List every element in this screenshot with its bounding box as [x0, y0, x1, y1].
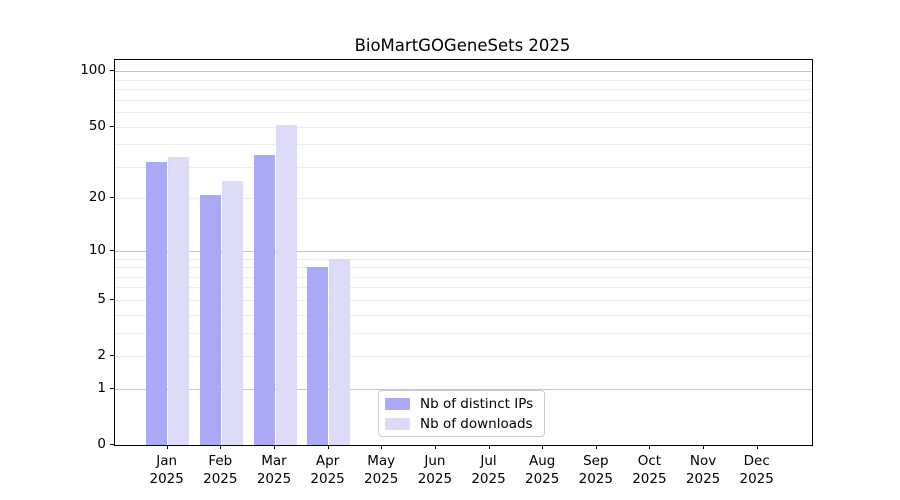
- bar-distinct-ips-apr: [307, 267, 329, 445]
- x-tick-mark: [166, 445, 168, 449]
- x-tick-label: Jan 2025: [149, 453, 184, 487]
- y-tick-label: 2: [97, 347, 106, 363]
- x-tick-mark: [595, 445, 597, 449]
- bar-downloads-jan: [168, 157, 190, 445]
- x-tick-mark: [327, 445, 329, 449]
- major-gridline: [115, 388, 812, 390]
- y-tick-label: 1: [97, 379, 106, 396]
- y-tick-mark: [110, 387, 114, 389]
- minor-gridline: [115, 144, 812, 146]
- minor-gridline: [115, 276, 812, 278]
- x-tick-mark: [488, 445, 490, 449]
- chart-title: BioMartGOGeneSets 2025: [354, 36, 571, 55]
- y-tick-mark: [110, 197, 114, 199]
- x-tick-mark: [756, 445, 758, 449]
- major-gridline: [115, 71, 812, 73]
- x-tick-label: Feb 2025: [203, 453, 238, 487]
- minor-gridline: [115, 258, 812, 260]
- x-tick-label: Nov 2025: [685, 453, 721, 487]
- legend: Nb of distinct IPs Nb of downloads: [378, 390, 545, 437]
- plot-area: [114, 59, 813, 446]
- bar-downloads-feb: [221, 181, 243, 445]
- y-tick-label: 5: [97, 290, 106, 307]
- minor-gridline: [115, 267, 812, 268]
- x-tick-mark: [542, 445, 544, 449]
- legend-swatch-distinct-ips: [385, 397, 410, 410]
- bar-distinct-ips-feb: [199, 194, 221, 445]
- minor-gridline: [115, 79, 812, 81]
- legend-item: Nb of distinct IPs: [385, 396, 538, 412]
- x-tick-label: Jun 2025: [417, 453, 453, 487]
- minor-gridline: [115, 89, 812, 91]
- minor-gridline: [115, 166, 812, 168]
- x-tick-label: May 2025: [364, 453, 399, 487]
- minor-gridline: [115, 112, 812, 114]
- x-tick-mark: [434, 445, 436, 449]
- y-tick-label: 50: [88, 117, 106, 134]
- x-tick-mark: [703, 445, 705, 449]
- y-tick-label: 20: [88, 189, 106, 206]
- legend-label: Nb of downloads: [420, 415, 533, 432]
- major-gridline: [115, 250, 812, 252]
- x-tick-label: Mar 2025: [256, 453, 292, 487]
- y-tick-mark: [110, 298, 114, 300]
- x-tick-label: Jul 2025: [471, 453, 506, 487]
- y-tick-label: 10: [88, 241, 106, 258]
- y-tick-label: 0: [97, 436, 106, 452]
- minor-gridline: [115, 126, 812, 128]
- bar-downloads-apr: [329, 258, 351, 445]
- minor-gridline: [115, 99, 812, 101]
- x-tick-label: Sep 2025: [578, 453, 613, 487]
- legend-item: Nb of downloads: [385, 416, 538, 432]
- bar-downloads-mar: [275, 125, 297, 445]
- minor-gridline: [115, 332, 812, 334]
- legend-label: Nb of distinct IPs: [420, 395, 534, 412]
- y-tick-mark: [110, 249, 114, 251]
- x-tick-label: Dec 2025: [739, 453, 774, 487]
- y-tick-label: 100: [80, 62, 106, 79]
- bar-distinct-ips-mar: [253, 154, 275, 445]
- x-tick-label: Aug 2025: [525, 453, 560, 487]
- y-tick-mark: [110, 355, 114, 356]
- y-tick-mark: [110, 125, 114, 127]
- minor-gridline: [115, 198, 812, 200]
- y-tick-mark: [110, 444, 114, 445]
- minor-gridline: [115, 314, 812, 316]
- x-tick-mark: [649, 445, 651, 449]
- minor-gridline: [115, 287, 812, 289]
- minor-gridline: [115, 299, 812, 301]
- bar-distinct-ips-jan: [146, 161, 168, 445]
- x-tick-label: Oct 2025: [632, 453, 667, 487]
- x-tick-mark: [381, 445, 383, 449]
- legend-swatch-downloads: [385, 417, 410, 430]
- x-tick-mark: [274, 445, 275, 449]
- x-tick-label: Apr 2025: [310, 453, 345, 487]
- y-tick-mark: [110, 70, 114, 72]
- x-tick-mark: [220, 445, 222, 449]
- minor-gridline: [115, 356, 812, 357]
